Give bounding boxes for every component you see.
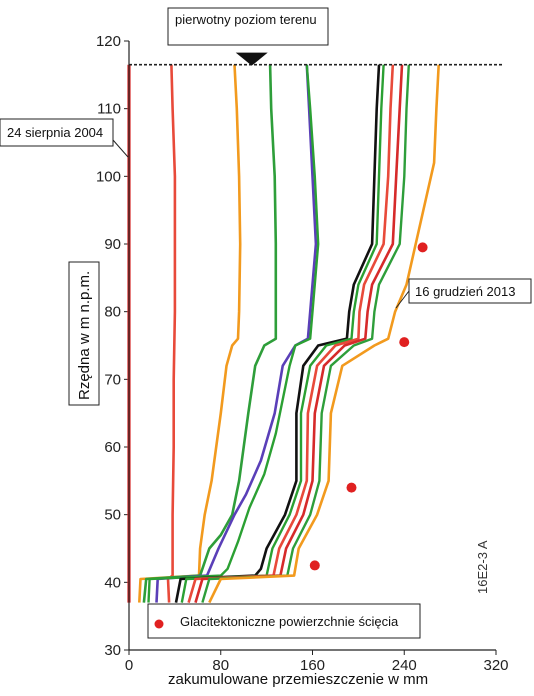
y-tick-label: 110 [97, 101, 121, 118]
y-tick-label: 40 [104, 574, 121, 591]
first-date-leader [112, 139, 129, 158]
y-tick-label: 70 [104, 371, 121, 388]
series-line-4 [142, 64, 278, 603]
first-date-text: 24 sierpnia 2004 [7, 125, 103, 140]
y-tick-label: 80 [104, 304, 121, 321]
series-line-7 [174, 64, 381, 603]
series-line-11 [201, 64, 410, 603]
ground-annotation-text: pierwotny poziom terenu [175, 12, 317, 27]
y-tick-label: 90 [104, 236, 121, 253]
legend-marker [154, 619, 164, 629]
shear-point [417, 242, 428, 253]
y-tick-label: 50 [104, 507, 121, 524]
series-line-9 [187, 64, 395, 603]
ground-level-marker-icon [235, 52, 268, 66]
x-tick-label: 320 [483, 657, 508, 674]
shear-point [309, 560, 320, 571]
series-line-12 [208, 64, 440, 604]
shear-point [346, 482, 357, 493]
series-line-5 [155, 64, 318, 603]
y-axis-title: Rzędna w m n.p.m. [76, 271, 93, 400]
last-date-box [408, 278, 532, 304]
x-axis-title: zakumulowane przemieszczenie w mm [168, 671, 428, 688]
x-tick-label: 240 [392, 657, 417, 674]
last-date-leader [395, 290, 410, 309]
ground-annotation-box [167, 7, 329, 46]
y-axis-title-box [68, 261, 100, 406]
series-line-3 [138, 64, 242, 603]
y-tick-label: 30 [104, 642, 121, 659]
figure-code: 16E2-3 A [475, 540, 490, 594]
legend-label: Glacitektoniczne powierzchnie ścięcia [180, 614, 399, 629]
x-tick-label: 0 [125, 657, 133, 674]
series-line-2 [166, 64, 177, 603]
last-date-text: 16 grudzień 2013 [415, 284, 515, 299]
x-tick-label: 80 [212, 657, 229, 674]
series-layer [127, 64, 440, 604]
shear-points [309, 242, 428, 571]
series-line-10 [194, 64, 404, 603]
shear-point [399, 337, 410, 348]
first-date-box [0, 118, 114, 147]
y-tick-label: 100 [96, 168, 121, 185]
y-tick-label: 60 [104, 439, 121, 456]
series-line-6 [147, 64, 320, 603]
y-tick-label: 120 [96, 33, 121, 50]
series-line-8 [180, 64, 385, 603]
axis-ticks: 30 40 50 60 70 80 90 100 110 120 0 80 160 240 320 [96, 33, 509, 674]
x-tick-label: 160 [300, 657, 325, 674]
legend-box [147, 603, 421, 639]
